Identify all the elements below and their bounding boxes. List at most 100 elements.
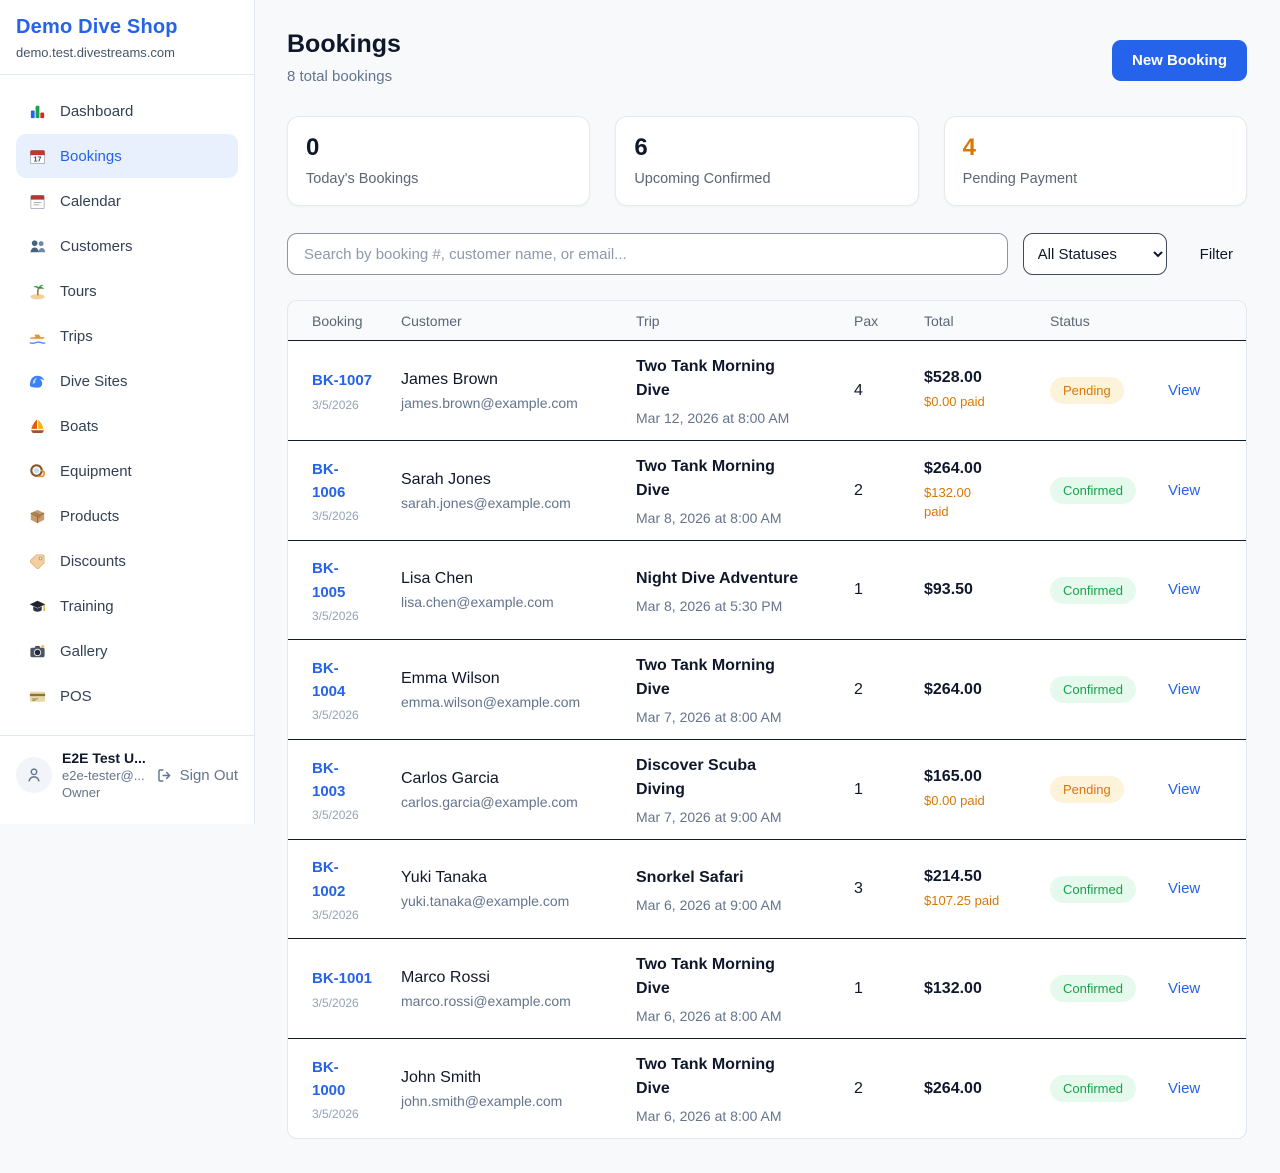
view-link[interactable]: View (1168, 780, 1201, 798)
pax-count: 1 (854, 581, 863, 598)
stat-card: 6 Upcoming Confirmed (615, 116, 919, 206)
view-link[interactable]: View (1168, 581, 1201, 598)
total-amount: $93.50 (924, 581, 973, 598)
customer-email: emma.wilson@example.com (401, 693, 581, 710)
page-title: Bookings (287, 30, 401, 58)
sidebar-item-label: POS (60, 687, 92, 705)
booking-id-link[interactable]: BK- 1002 (312, 859, 346, 900)
customer-email: carlos.garcia@example.com (401, 793, 578, 810)
table-row: BK-1007 3/5/2026 James Brown james.brown… (288, 341, 1246, 441)
column-header-customer: Customer (401, 312, 462, 329)
booking-id-link[interactable]: BK- 1000 (312, 1058, 346, 1099)
filter-bar: All Statuses Filter (287, 233, 1247, 275)
trip-datetime: Mar 8, 2026 at 8:00 AM (636, 510, 782, 526)
filter-button[interactable]: Filter (1182, 246, 1247, 263)
column-header-trip: Trip (636, 312, 660, 329)
sailboat-icon (28, 417, 47, 436)
customer-email: john.smith@example.com (401, 1092, 563, 1109)
view-link[interactable]: View (1168, 481, 1201, 499)
booking-id-link[interactable]: BK- 1004 (312, 659, 346, 700)
sidebar-item-boats[interactable]: Boats (16, 404, 238, 448)
booking-id-link[interactable]: BK-1001 (312, 970, 373, 988)
bar-chart-icon (28, 102, 47, 121)
credit-card-icon (28, 687, 47, 706)
sidebar-item-trips[interactable]: Trips (16, 314, 238, 358)
booking-date: 3/5/2026 (312, 397, 359, 412)
total-amount: $528.00 (924, 369, 982, 387)
status-badge: Confirmed (1050, 676, 1136, 703)
search-input[interactable] (287, 233, 1008, 275)
booking-id-link[interactable]: BK- 1005 (312, 560, 346, 601)
trip-name: Snorkel Safari (636, 868, 744, 886)
table-row: BK-1001 3/5/2026 Marco Rossi marco.rossi… (288, 939, 1246, 1039)
customer-email: marco.rossi@example.com (401, 992, 571, 1009)
pax-count: 1 (854, 780, 863, 798)
trip-name: Two Tank Morning Dive (636, 956, 775, 997)
booking-id-link[interactable]: BK- 1003 (312, 759, 346, 800)
view-link[interactable]: View (1168, 979, 1201, 997)
grad-cap-icon (28, 597, 47, 616)
customer-name: Emma Wilson (401, 669, 500, 687)
total-amount: $165.00 (924, 768, 982, 786)
sidebar-item-pos[interactable]: POS (16, 674, 238, 718)
booking-date: 3/5/2026 (312, 608, 359, 623)
sidebar-item-dashboard[interactable]: Dashboard (16, 89, 238, 133)
table-header-row: Booking Customer Trip Pax Total Status (288, 301, 1246, 341)
sidebar-item-bookings[interactable]: 17 Bookings (16, 134, 238, 178)
trip-name: Two Tank Morning Dive (636, 1056, 775, 1097)
sidebar-item-label: Gallery (60, 642, 108, 660)
trip-datetime: Mar 8, 2026 at 5:30 PM (636, 597, 783, 614)
total-amount: $264.00 (924, 1079, 982, 1097)
sidebar-item-label: Equipment (60, 462, 132, 480)
stat-value: 0 (306, 134, 320, 161)
user-meta: E2E Test U... e2e-tester@... Owner (62, 750, 146, 800)
sign-out-button[interactable]: Sign Out (156, 767, 238, 784)
sidebar-item-label: Discounts (60, 552, 126, 570)
column-header-booking: Booking (312, 312, 363, 329)
view-link[interactable]: View (1168, 680, 1201, 698)
sidebar-item-calendar[interactable]: Calendar (16, 179, 238, 223)
trip-name: Night Dive Adventure (636, 569, 799, 587)
pax-count: 3 (854, 880, 863, 897)
booking-id-link[interactable]: BK- 1006 (312, 460, 346, 501)
brand-domain: demo.test.divestreams.com (16, 45, 175, 60)
view-link[interactable]: View (1168, 880, 1201, 897)
sidebar-item-equipment[interactable]: Equipment (16, 449, 238, 493)
view-link[interactable]: View (1168, 1079, 1201, 1097)
sidebar-item-products[interactable]: Products (16, 494, 238, 538)
status-filter-select[interactable]: All Statuses (1022, 233, 1167, 275)
paid-amount: $0.00 paid (924, 793, 985, 809)
total-amount: $264.00 (924, 459, 982, 477)
stat-label: Pending Payment (962, 171, 1078, 187)
table-row: BK- 1005 3/5/2026 Lisa Chen lisa.chen@ex… (288, 541, 1246, 640)
customer-name: Lisa Chen (401, 570, 474, 587)
stat-label: Today's Bookings (306, 171, 419, 187)
total-amount: $214.50 (924, 867, 982, 885)
calendar-icon: 17 (28, 147, 47, 166)
booking-id-link[interactable]: BK-1007 (312, 372, 373, 390)
pax-count: 4 (854, 381, 863, 399)
trip-datetime: Mar 12, 2026 at 8:00 AM (636, 410, 790, 426)
user-name: E2E Test U... (62, 750, 146, 766)
sidebar-item-dive-sites[interactable]: Dive Sites (16, 359, 238, 403)
brand-title: Demo Dive Shop (16, 16, 178, 38)
customer-email: sarah.jones@example.com (401, 494, 571, 511)
booking-date: 3/5/2026 (312, 509, 359, 524)
sidebar-item-discounts[interactable]: Discounts (16, 539, 238, 583)
customer-name: Sarah Jones (401, 470, 491, 488)
sidebar-item-label: Dive Sites (60, 372, 128, 390)
status-badge: Confirmed (1050, 875, 1136, 903)
view-link[interactable]: View (1168, 381, 1201, 399)
sidebar-item-customers[interactable]: Customers (16, 224, 238, 268)
trip-datetime: Mar 6, 2026 at 8:00 AM (636, 1008, 782, 1024)
sidebar-item-gallery[interactable]: Gallery (16, 629, 238, 673)
user-role: Owner (62, 785, 101, 800)
trip-name: Two Tank Morning Dive (636, 358, 775, 399)
sidebar-item-training[interactable]: Training (16, 584, 238, 628)
new-booking-button[interactable]: New Booking (1111, 40, 1247, 81)
booking-date: 3/5/2026 (312, 708, 359, 723)
sidebar-item-tours[interactable]: Tours (16, 269, 238, 313)
user-email: e2e-tester@... (62, 768, 145, 783)
customer-name: John Smith (401, 1068, 482, 1086)
users-icon (28, 237, 47, 256)
